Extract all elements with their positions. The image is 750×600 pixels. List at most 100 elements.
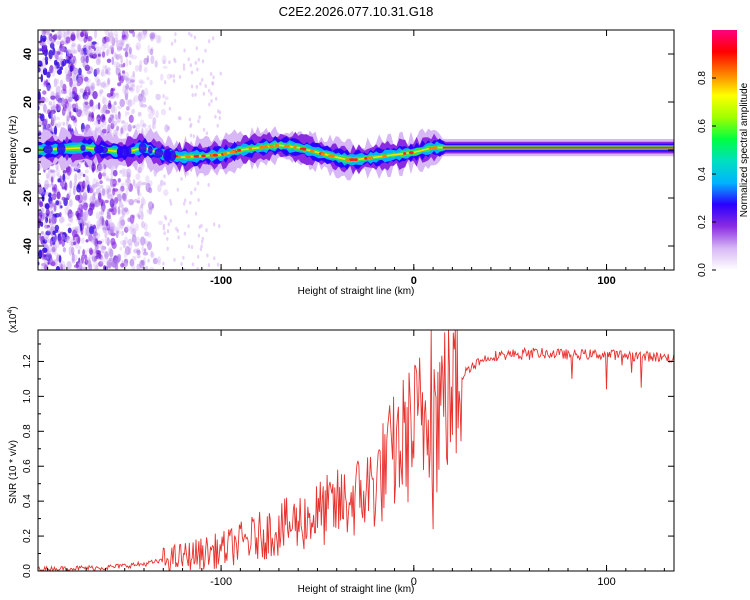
noise-speckle xyxy=(94,128,99,132)
noise-speckle xyxy=(68,213,73,223)
noise-speckle xyxy=(97,102,101,110)
noise-speckle xyxy=(109,248,114,258)
noise-speckle xyxy=(109,198,115,208)
noise-speckle xyxy=(120,263,125,268)
ridge-blob xyxy=(116,148,124,156)
noise-speckle xyxy=(131,83,136,92)
noise-speckle xyxy=(216,262,220,267)
noise-speckle xyxy=(47,261,50,266)
noise-speckle xyxy=(127,198,133,203)
noise-speckle xyxy=(130,109,135,115)
noise-speckle xyxy=(119,98,125,108)
noise-speckle xyxy=(40,113,45,122)
noise-speckle xyxy=(172,74,175,79)
noise-speckle xyxy=(135,223,139,232)
noise-speckle xyxy=(124,88,129,98)
noise-speckle xyxy=(170,41,174,46)
noise-speckle xyxy=(178,75,182,79)
noise-speckle xyxy=(71,229,78,238)
noise-speckle xyxy=(45,208,50,217)
noise-speckle xyxy=(81,211,86,216)
noise-speckle xyxy=(59,260,66,268)
noise-speckle xyxy=(115,39,121,49)
noise-speckle xyxy=(125,183,130,187)
ridge-hotspot xyxy=(349,158,356,162)
noise-speckle xyxy=(111,207,117,216)
noise-speckle xyxy=(109,44,115,51)
noise-speckle xyxy=(177,235,180,240)
noise-speckle xyxy=(182,63,186,68)
noise-speckle xyxy=(147,201,154,210)
noise-speckle xyxy=(138,180,143,187)
noise-speckle xyxy=(116,40,122,47)
noise-speckle xyxy=(135,34,141,39)
noise-speckle xyxy=(70,219,74,224)
noise-speckle xyxy=(180,176,183,181)
noise-speckle xyxy=(82,173,86,178)
noise-speckle xyxy=(106,67,111,72)
noise-speckle xyxy=(116,125,120,131)
noise-speckle xyxy=(38,185,43,195)
noise-speckle xyxy=(117,206,121,215)
noise-speckle xyxy=(88,262,93,270)
noise-speckle xyxy=(92,261,99,269)
snr-frame xyxy=(37,329,675,572)
noise-speckle xyxy=(101,188,106,196)
noise-speckle xyxy=(141,93,146,101)
noise-speckle xyxy=(87,220,91,226)
noise-speckle xyxy=(68,189,72,197)
noise-speckle xyxy=(89,113,92,123)
noise-speckle xyxy=(111,56,115,65)
noise-speckle xyxy=(121,31,126,35)
noise-speckle xyxy=(196,181,200,186)
spectrogram-x-axis-label: Height of straight line (km) xyxy=(298,286,415,297)
noise-speckle xyxy=(121,230,124,236)
ridge-hotspot xyxy=(274,144,280,147)
noise-speckle xyxy=(80,122,85,133)
noise-speckle xyxy=(208,88,211,93)
noise-speckle xyxy=(169,218,172,223)
noise-speckle xyxy=(38,237,42,246)
noise-speckle xyxy=(62,169,67,174)
noise-speckle xyxy=(158,220,163,226)
noise-speckle xyxy=(82,215,88,224)
noise-speckle xyxy=(140,203,144,209)
noise-speckle xyxy=(115,54,120,61)
noise-speckle xyxy=(66,223,72,227)
noise-speckle xyxy=(42,90,47,95)
noise-speckle xyxy=(182,66,186,71)
noise-speckle xyxy=(38,47,41,52)
noise-speckle xyxy=(100,245,106,254)
noise-speckle xyxy=(38,212,43,222)
noise-speckle xyxy=(85,175,89,183)
noise-speckle xyxy=(110,30,113,39)
noise-speckle xyxy=(137,31,143,37)
noise-speckle xyxy=(40,96,46,103)
noise-speckle xyxy=(125,58,129,67)
noise-speckle xyxy=(61,217,66,223)
noise-speckle xyxy=(105,50,109,56)
noise-speckle xyxy=(110,87,114,97)
y-tick-label: 1.2 xyxy=(22,354,33,368)
ridge-blob xyxy=(94,145,104,154)
noise-speckle xyxy=(218,116,221,120)
noise-speckle xyxy=(93,53,98,59)
ridge-hotspot xyxy=(382,154,387,158)
noise-speckle xyxy=(95,182,100,187)
noise-speckle xyxy=(42,239,48,244)
noise-speckle xyxy=(97,119,101,125)
noise-speckle xyxy=(82,266,89,270)
noise-speckle xyxy=(124,226,129,233)
noise-speckle xyxy=(122,239,127,249)
noise-speckle xyxy=(141,182,147,186)
noise-speckle xyxy=(71,42,77,47)
noise-speckle xyxy=(210,91,213,96)
noise-speckle xyxy=(146,55,150,63)
noise-speckle xyxy=(56,93,59,102)
noise-speckle xyxy=(137,196,141,203)
noise-speckle xyxy=(126,168,132,178)
noise-speckle xyxy=(132,255,137,261)
noise-speckle xyxy=(190,190,193,195)
noise-speckle xyxy=(41,101,45,107)
